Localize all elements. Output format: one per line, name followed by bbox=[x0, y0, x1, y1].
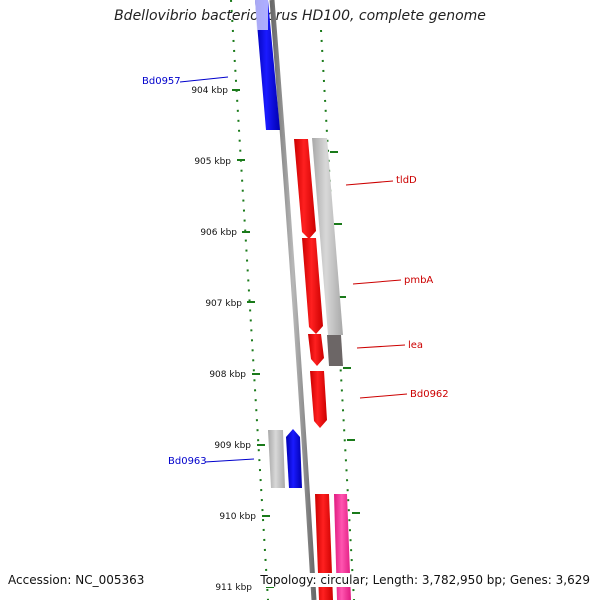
leader-bd0963 bbox=[204, 458, 255, 463]
leader-tldD bbox=[345, 180, 394, 186]
genome-summary: Topology: circular; Length: 3,782,950 bp… bbox=[260, 573, 590, 587]
leader-lea bbox=[356, 344, 406, 349]
leader-bd0957 bbox=[179, 76, 229, 83]
label-bd0963[interactable]: Bd0963 bbox=[168, 456, 207, 467]
kbp-label: 908 kbp bbox=[209, 370, 246, 380]
gene-track-gray-1 bbox=[312, 138, 343, 335]
kbp-label: 906 kbp bbox=[200, 228, 237, 238]
label-tldD[interactable]: tldD bbox=[396, 175, 417, 186]
kbp-label: 910 kbp bbox=[219, 512, 256, 522]
leader-pmbA bbox=[352, 279, 402, 285]
gene-bd0957-faded bbox=[255, 0, 268, 30]
label-pmbA[interactable]: pmbA bbox=[404, 275, 433, 286]
gene-lea[interactable] bbox=[308, 334, 324, 366]
gene-track-gray-2 bbox=[268, 430, 285, 488]
map-title: Bdellovibrio bacteriovorus HD100, comple… bbox=[114, 8, 486, 24]
label-bd0962[interactable]: Bd0962 bbox=[410, 389, 449, 400]
kbp-label: 904 kbp bbox=[191, 86, 228, 96]
gene-bd0957[interactable] bbox=[255, 0, 280, 130]
gene-bd0962[interactable] bbox=[310, 371, 327, 428]
gene-bd0963[interactable] bbox=[286, 429, 302, 488]
leader-bd0962 bbox=[359, 393, 408, 399]
label-bd0957[interactable]: Bd0957 bbox=[142, 76, 181, 87]
kbp-labels: 904 kbp 905 kbp 906 kbp 907 kbp 908 kbp … bbox=[191, 86, 256, 593]
label-lea[interactable]: lea bbox=[408, 340, 423, 351]
kbp-label: 911 kbp bbox=[215, 583, 252, 593]
kbp-label: 909 kbp bbox=[214, 441, 251, 451]
gene-pmbA[interactable] bbox=[302, 238, 323, 334]
accession-text: Accession: NC_005363 bbox=[8, 573, 145, 587]
dna-backbone bbox=[269, 0, 317, 600]
gene-track-gray-dark bbox=[327, 335, 343, 366]
tick-track-inner bbox=[230, 0, 269, 600]
kbp-label: 905 kbp bbox=[194, 157, 231, 167]
gene-tldD[interactable] bbox=[294, 139, 316, 239]
kbp-label: 907 kbp bbox=[205, 299, 242, 309]
